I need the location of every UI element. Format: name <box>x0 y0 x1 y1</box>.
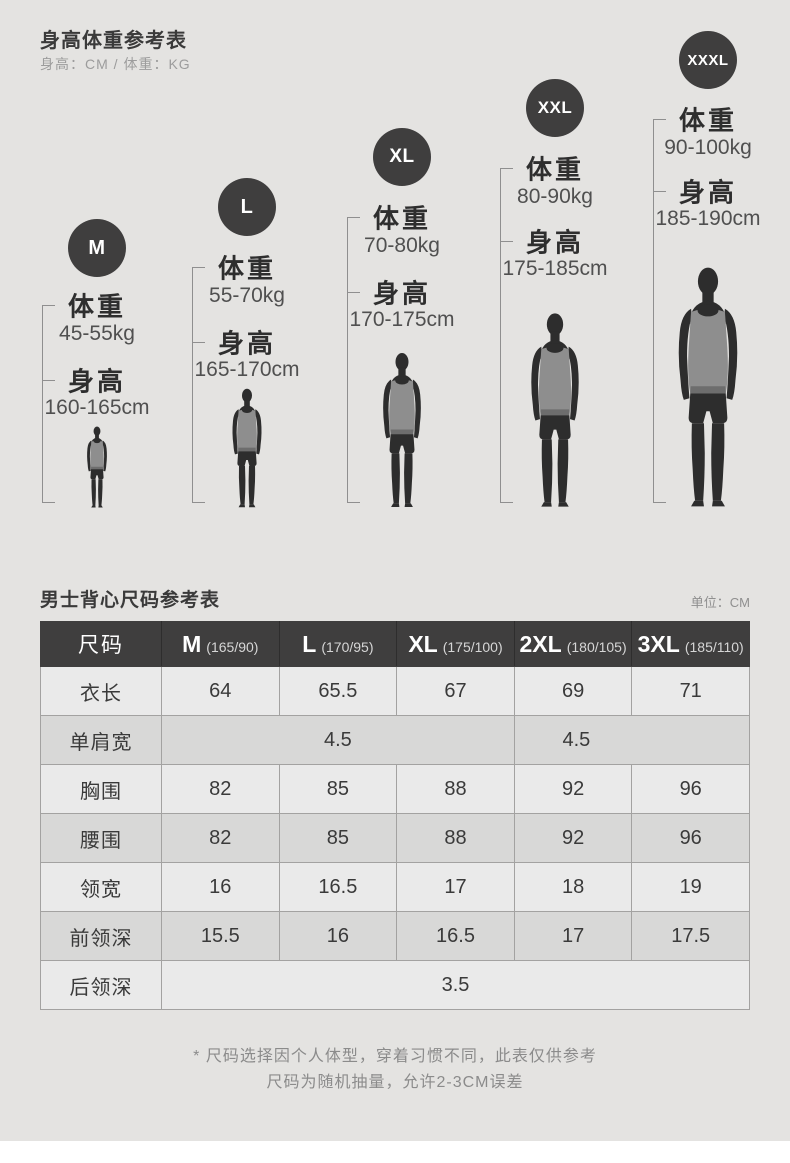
size-column-l: L 体重 55-70kg 身高 165-170cm <box>170 0 324 508</box>
cell: 92 <box>513 813 633 863</box>
cell: 15.5 <box>161 911 280 961</box>
footnote-line-1: * 尺码选择因个人体型，穿着习惯不同，此表仅供参考 <box>193 1048 597 1065</box>
size-column-m: M 体重 45-55kg 身高 160-165cm <box>20 0 174 508</box>
header-col-l: L (170/95) <box>278 621 398 667</box>
table-row-neck-width: 领宽 16 16.5 17 18 19 <box>40 862 750 912</box>
cell: 82 <box>161 764 280 814</box>
page-title: 身高体重参考表 <box>40 30 187 52</box>
cell: 17 <box>513 911 633 961</box>
row-label: 腰围 <box>40 813 162 863</box>
height-label: 身高 <box>678 177 738 208</box>
cell: 82 <box>161 813 280 863</box>
cell: 85 <box>278 764 398 814</box>
height-value: 165-170cm <box>194 358 300 381</box>
measure-bracket <box>192 267 206 503</box>
size-badge-xxxl: XXXL <box>679 31 737 89</box>
cell: 71 <box>631 666 750 716</box>
cell: 16 <box>161 862 280 912</box>
table-row-shoulder-width: 单肩宽 4.5 4.5 <box>40 715 751 765</box>
row-label: 衣长 <box>40 666 162 716</box>
footnote-line-2: 尺码为随机抽量，允许2-3CM误差 <box>266 1074 524 1091</box>
measure-bracket <box>42 305 56 503</box>
cell-span-left: 4.5 <box>161 715 515 765</box>
male-figure-m <box>87 426 107 508</box>
row-label: 前领深 <box>40 911 162 961</box>
measure-bracket <box>500 168 514 503</box>
weight-label: 体重 <box>67 291 127 322</box>
cell: 16 <box>278 911 398 961</box>
table-row-garment-length: 衣长 64 65.5 67 69 71 <box>40 666 750 716</box>
row-label: 胸围 <box>40 764 162 814</box>
size-badge-xl: XL <box>373 128 431 186</box>
weight-value: 70-80kg <box>364 234 440 257</box>
male-figure-l <box>232 388 262 508</box>
height-label: 身高 <box>67 366 127 397</box>
measure-bracket <box>653 119 667 503</box>
male-figure-xxxl <box>678 267 738 507</box>
cell: 17.5 <box>631 911 750 961</box>
cell: 64 <box>161 666 280 716</box>
weight-value: 80-90kg <box>517 185 593 208</box>
table-header-row: 尺码 M (165/90) L (170/95) XL (175/100) 2XL (1… <box>40 621 750 667</box>
table-row-waist: 腰围 82 85 88 92 96 <box>40 813 750 863</box>
weight-label: 体重 <box>525 154 585 185</box>
cell: 69 <box>513 666 633 716</box>
height-label: 身高 <box>217 328 277 359</box>
cell: 17 <box>396 862 515 912</box>
table-title: 男士背心尺码参考表 <box>40 590 221 611</box>
size-column-xl: XL 体重 70-80kg 身高 170-175cm <box>325 0 479 508</box>
cell: 96 <box>631 813 750 863</box>
row-label: 领宽 <box>40 862 162 912</box>
cell-span-right: 4.5 <box>513 715 751 765</box>
weight-value: 45-55kg <box>59 322 135 345</box>
cell: 92 <box>513 764 633 814</box>
cell: 16.5 <box>278 862 398 912</box>
cell: 67 <box>396 666 515 716</box>
male-figure-xl <box>383 353 421 507</box>
cell: 85 <box>278 813 398 863</box>
height-value: 170-175cm <box>349 308 455 331</box>
header-col-xl: XL (175/100) <box>396 621 515 667</box>
measure-bracket <box>347 217 361 503</box>
cell: 88 <box>396 764 515 814</box>
size-badge-m: M <box>68 219 126 277</box>
cell: 16.5 <box>396 911 515 961</box>
weight-label: 体重 <box>372 203 432 234</box>
weight-value: 90-100kg <box>664 136 752 159</box>
header-col-3xl: 3XL (185/110) <box>631 621 750 667</box>
header-col-2xl: 2XL (180/105) <box>513 621 633 667</box>
height-value: 185-190cm <box>655 207 761 230</box>
size-column-xxl: XXL 体重 80-90kg 身高 175-185cm <box>478 0 632 508</box>
row-label: 后领深 <box>40 960 162 1010</box>
size-badge-l: L <box>218 178 276 236</box>
row-label: 单肩宽 <box>40 715 162 765</box>
cell: 19 <box>631 862 750 912</box>
cell: 18 <box>513 862 633 912</box>
table-row-front-neck-drop: 前领深 15.5 16 16.5 17 17.5 <box>40 911 750 961</box>
size-table: 尺码 M (165/90) L (170/95) XL (175/100) 2XL (1… <box>40 621 751 1010</box>
height-label: 身高 <box>372 278 432 309</box>
page-subtitle: 身高：CM / 体重：KG <box>40 56 191 72</box>
cell: 96 <box>631 764 750 814</box>
table-row-chest: 胸围 82 85 88 92 96 <box>40 764 750 814</box>
cell: 88 <box>396 813 515 863</box>
height-value: 175-185cm <box>502 257 608 280</box>
weight-value: 55-70kg <box>209 284 285 307</box>
cell-span-full: 3.5 <box>161 960 750 1010</box>
weight-label: 体重 <box>217 253 277 284</box>
height-value: 160-165cm <box>44 396 150 419</box>
bottom-white-strip <box>0 1141 790 1163</box>
male-figure-xxl <box>531 313 579 507</box>
height-label: 身高 <box>525 227 585 258</box>
cell: 65.5 <box>278 666 398 716</box>
table-row-back-neck-drop: 后领深 3.5 <box>40 960 750 1010</box>
weight-label: 体重 <box>678 105 738 136</box>
size-badge-xxl: XXL <box>526 79 584 137</box>
header-corner: 尺码 <box>40 621 162 667</box>
unit-label: 单位：CM <box>690 595 750 610</box>
header-col-m: M (165/90) <box>161 621 280 667</box>
size-column-xxxl: XXXL 体重 90-100kg 身高 185-190cm <box>631 0 785 508</box>
